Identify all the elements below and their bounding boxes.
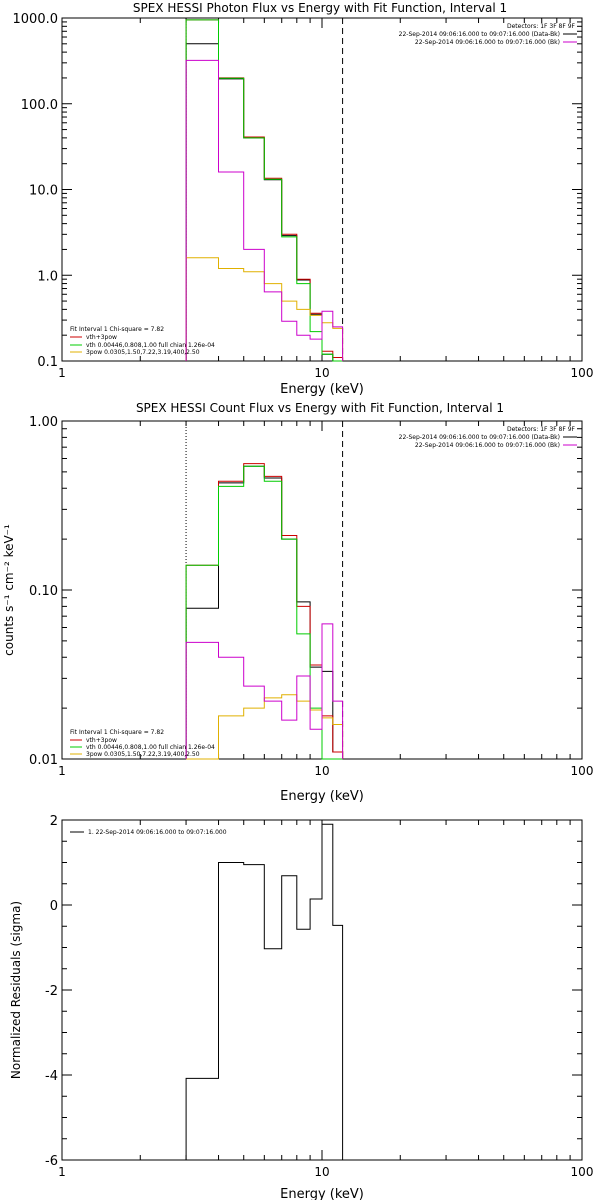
- series-line: [185, 463, 344, 759]
- y-tick-label: -4: [45, 1069, 58, 1084]
- y-tick-label: 0: [50, 899, 58, 914]
- x-tick-label: 10: [314, 366, 329, 380]
- legend: 1. 22-Sep-2014 09:06:16.000 to 09:07:16.…: [70, 829, 227, 836]
- legend-bottom-left: Fit Interval 1 Chi-square = 7.82 vth+3po…: [70, 326, 215, 356]
- legend-entry: 3pow 0.0305,1.50,7.22,3.19,400,2.50: [86, 751, 200, 758]
- x-axis-label: Energy (keV): [280, 789, 364, 804]
- x-tick-label: 1: [58, 764, 66, 778]
- legend-entry: 22-Sep-2014 09:06:16.000 to 09:07:16.000…: [399, 31, 560, 38]
- y-tick-label: 2: [50, 814, 58, 829]
- y-tick-label: 0.01: [29, 753, 58, 768]
- series-line: [185, 59, 344, 361]
- x-tick-label: 10: [314, 764, 329, 778]
- x-axis-label: Energy (keV): [280, 382, 364, 397]
- legend-top-right: Detectors: 1F 3F 8F 9F 22-Sep-2014 09:06…: [399, 426, 577, 449]
- x-tick-label: 1: [58, 366, 66, 380]
- y-tick-label: 100.0: [21, 98, 58, 113]
- panel-photon-flux: SPEX HESSI Photon Flux vs Energy with Fi…: [13, 1, 594, 397]
- legend-entry: 3pow 0.0305,1.50,7.22,3.19,400,2.50: [86, 349, 200, 356]
- y-axis-label: Normalized Residuals (sigma): [9, 901, 23, 1079]
- y-tick-label: 1000.0: [13, 12, 59, 27]
- x-tick-label: 100: [571, 764, 594, 778]
- legend-header: Fit Interval 1 Chi-square = 7.82: [70, 326, 164, 333]
- series-line: [185, 823, 344, 1160]
- x-tick-label: 100: [571, 366, 594, 380]
- y-tick-label: 0.10: [29, 584, 58, 599]
- panel-count-flux: SPEX HESSI Count Flux vs Energy with Fit…: [2, 401, 593, 804]
- legend-entry: vth+3pow: [86, 334, 117, 341]
- legend-entry: 22-Sep-2014 09:06:16.000 to 09:07:16.000…: [415, 442, 560, 449]
- legend-entry: 22-Sep-2014 09:06:16.000 to 09:07:16.000…: [399, 434, 560, 441]
- y-tick-label: -2: [45, 984, 58, 999]
- y-tick-label: -6: [45, 1154, 58, 1169]
- legend-bottom-left: Fit Interval 1 Chi-square = 7.82 vth+3po…: [70, 729, 215, 758]
- legend-header: Detectors: 1F 3F 8F 9F: [507, 426, 576, 433]
- legend-entry: vth 0.00446,0.808,1.00 full chian 1.26e-…: [86, 342, 215, 349]
- y-tick-label: 1.0: [37, 269, 58, 284]
- legend-header: Detectors: 1F 3F 8F 9F: [507, 23, 576, 30]
- chart-title: SPEX HESSI Count Flux vs Energy with Fit…: [136, 401, 504, 415]
- y-tick-label: 10.0: [29, 184, 58, 199]
- x-tick-label: 1: [58, 1165, 66, 1179]
- legend-entry: vth 0.00446,0.808,1.00 full chian 1.26e-…: [86, 744, 215, 751]
- legend-entry: vth+3pow: [86, 737, 117, 744]
- series-line: [185, 623, 344, 759]
- legend-header: Fit Interval 1 Chi-square = 7.82: [70, 729, 164, 736]
- panel-residuals: 1 10 100 -6 -4 -2 0 2 Energy (keV) Normalized R…: [9, 814, 593, 1200]
- x-axis-label: Energy (keV): [280, 1187, 364, 1200]
- legend-entry: 1. 22-Sep-2014 09:06:16.000 to 09:07:16.…: [88, 829, 227, 836]
- x-tick-label: 100: [571, 1165, 594, 1179]
- y-tick-label: 0.1: [37, 355, 58, 370]
- y-axis-label: counts s⁻¹ cm⁻² keV⁻¹: [2, 524, 16, 656]
- chart-title: SPEX HESSI Photon Flux vs Energy with Fi…: [133, 1, 507, 15]
- legend-top-right: Detectors: 1F 3F 8F 9F 22-Sep-2014 09:06…: [399, 23, 577, 46]
- legend-entry: 22-Sep-2014 09:06:16.000 to 09:07:16.000…: [415, 39, 560, 46]
- y-tick-label: 1.00: [29, 415, 58, 430]
- x-tick-label: 10: [314, 1165, 329, 1179]
- series-line: [185, 257, 344, 361]
